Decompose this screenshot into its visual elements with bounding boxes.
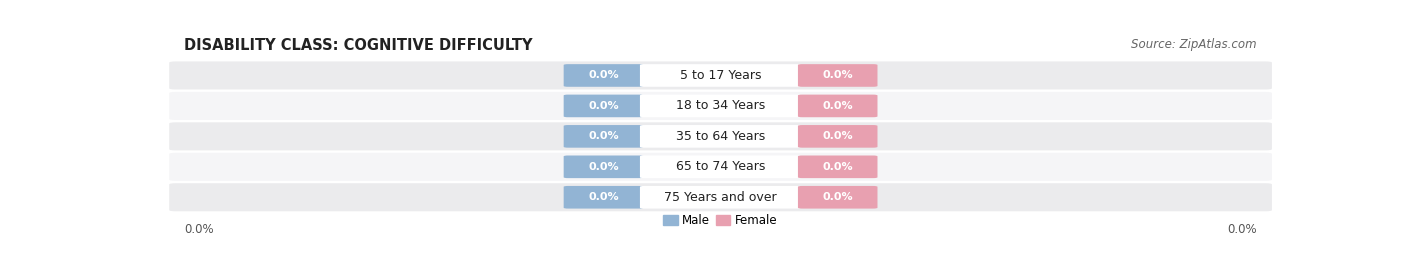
Text: 0.0%: 0.0% — [588, 70, 619, 80]
FancyBboxPatch shape — [169, 153, 1272, 181]
Text: 18 to 34 Years: 18 to 34 Years — [676, 100, 765, 112]
FancyBboxPatch shape — [169, 92, 1272, 120]
FancyBboxPatch shape — [799, 95, 877, 117]
Text: 65 to 74 Years: 65 to 74 Years — [676, 160, 765, 173]
FancyBboxPatch shape — [640, 64, 801, 87]
Text: 0.0%: 0.0% — [184, 222, 214, 236]
Text: 0.0%: 0.0% — [588, 101, 619, 111]
Legend: Male, Female: Male, Female — [658, 209, 783, 231]
Text: DISABILITY CLASS: COGNITIVE DIFFICULTY: DISABILITY CLASS: COGNITIVE DIFFICULTY — [184, 38, 533, 54]
Text: 75 Years and over: 75 Years and over — [664, 191, 778, 204]
FancyBboxPatch shape — [640, 186, 801, 208]
Text: 0.0%: 0.0% — [588, 162, 619, 172]
FancyBboxPatch shape — [169, 183, 1272, 211]
Text: 5 to 17 Years: 5 to 17 Years — [681, 69, 761, 82]
FancyBboxPatch shape — [799, 186, 877, 208]
FancyBboxPatch shape — [169, 61, 1272, 90]
FancyBboxPatch shape — [640, 125, 801, 148]
Text: 0.0%: 0.0% — [823, 192, 853, 202]
FancyBboxPatch shape — [799, 64, 877, 87]
FancyBboxPatch shape — [564, 125, 643, 148]
FancyBboxPatch shape — [640, 155, 801, 178]
Text: Source: ZipAtlas.com: Source: ZipAtlas.com — [1130, 38, 1257, 51]
Text: 0.0%: 0.0% — [588, 192, 619, 202]
FancyBboxPatch shape — [564, 186, 643, 208]
Text: 0.0%: 0.0% — [823, 131, 853, 141]
FancyBboxPatch shape — [640, 95, 801, 117]
FancyBboxPatch shape — [564, 155, 643, 178]
Text: 0.0%: 0.0% — [823, 70, 853, 80]
Text: 0.0%: 0.0% — [823, 162, 853, 172]
FancyBboxPatch shape — [564, 95, 643, 117]
FancyBboxPatch shape — [169, 122, 1272, 150]
FancyBboxPatch shape — [564, 64, 643, 87]
FancyBboxPatch shape — [799, 155, 877, 178]
Text: 0.0%: 0.0% — [588, 131, 619, 141]
Text: 0.0%: 0.0% — [1227, 222, 1257, 236]
Text: 35 to 64 Years: 35 to 64 Years — [676, 130, 765, 143]
FancyBboxPatch shape — [799, 125, 877, 148]
Text: 0.0%: 0.0% — [823, 101, 853, 111]
